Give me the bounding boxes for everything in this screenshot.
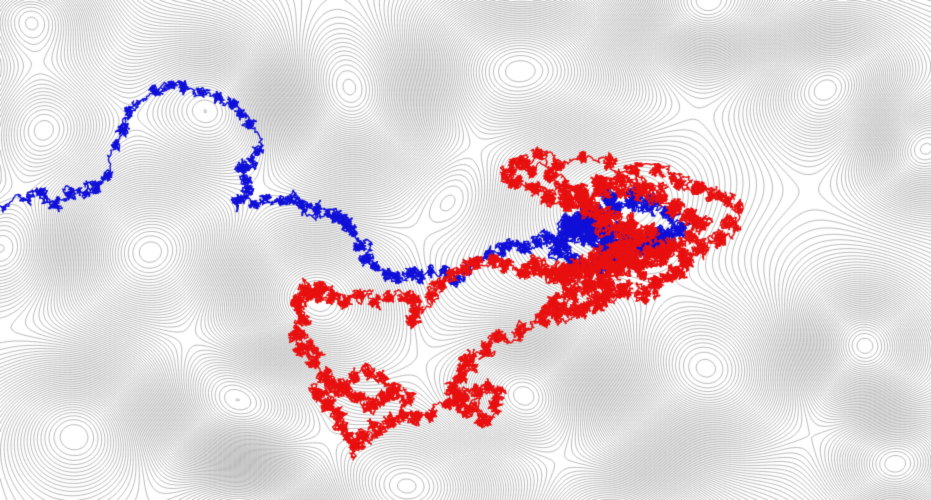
flow-field-plot-canvas bbox=[0, 0, 931, 500]
turbulence-trajectory-figure bbox=[0, 0, 931, 500]
